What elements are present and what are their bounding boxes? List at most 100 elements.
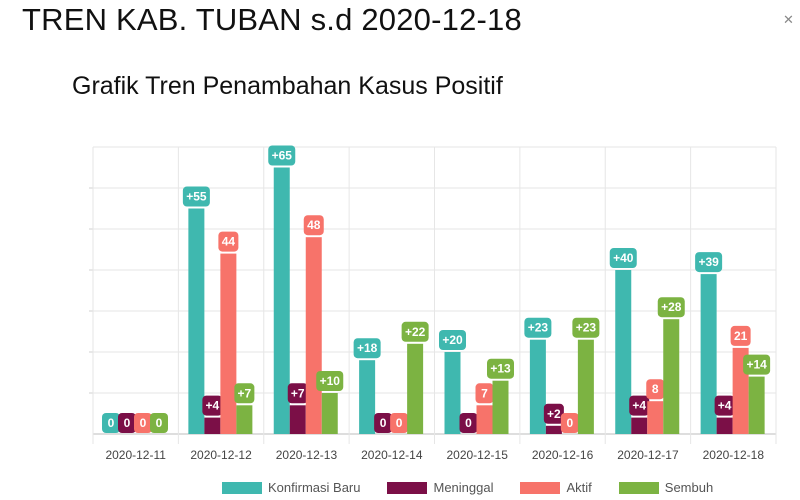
data-label-box <box>401 321 429 342</box>
data-label: 0 <box>124 416 131 430</box>
x-tick-label: 2020-12-16 <box>532 448 594 462</box>
bar-sembuh <box>236 405 253 434</box>
data-label-box <box>390 413 409 433</box>
bar-sembuh <box>321 393 338 434</box>
bar-konfirmasi-baru <box>700 274 717 434</box>
data-label-box <box>487 358 514 379</box>
data-label: +65 <box>272 149 293 163</box>
legend-swatch-meninggal <box>387 481 428 494</box>
data-label-box <box>374 413 393 433</box>
data-label-box <box>524 317 552 338</box>
data-label: +40 <box>613 251 634 265</box>
x-tick-label: 2020-12-11 <box>105 448 166 462</box>
data-label-box <box>202 395 223 416</box>
bar-meninggal <box>545 425 562 434</box>
legend-label-aktif: Aktif <box>566 480 592 495</box>
legend-item-meninggal[interactable]: Meninggal <box>387 480 493 495</box>
x-tick-label: 2020-12-18 <box>703 448 765 462</box>
legend-item-sembuh[interactable]: Sembuh <box>618 480 714 495</box>
data-label-box <box>234 383 255 404</box>
data-label-box <box>102 413 120 433</box>
data-label-box <box>560 413 579 433</box>
data-label-box <box>629 395 650 416</box>
legend-item-konfirmasi-baru[interactable]: Konfirmasi Baru <box>222 480 360 495</box>
legend-label-sembuh: Sembuh <box>664 480 714 495</box>
bar-meninggal <box>204 417 221 434</box>
data-label: 44 <box>222 235 236 249</box>
data-label: 8 <box>652 382 659 396</box>
data-label-box <box>459 413 478 433</box>
data-label: +4 <box>206 399 220 413</box>
data-label: +4 <box>718 399 732 413</box>
bar-konfirmasi-baru <box>359 360 376 434</box>
close-icon[interactable]: ✕ <box>783 12 794 27</box>
data-label: +7 <box>238 386 252 400</box>
data-label-box <box>609 248 637 268</box>
bar-meninggal <box>716 417 733 434</box>
bar-meninggal <box>631 417 648 434</box>
data-label: +10 <box>320 374 341 388</box>
legend-swatch-konfirmasi-baru <box>222 481 262 494</box>
data-label: 0 <box>140 416 147 430</box>
bar-chart: 2020-12-110 0 0 02020-12-12+55+444+72020-12… <box>89 145 777 462</box>
data-label-box <box>182 186 210 207</box>
data-label-box <box>150 413 168 433</box>
bar-aktif <box>305 237 322 434</box>
data-label: +39 <box>698 255 719 269</box>
bar-sembuh <box>663 319 680 434</box>
chart-legend: Konfirmasi Baru Meninggal Aktif Sembuh <box>222 480 740 495</box>
data-label-box <box>439 330 466 350</box>
bar-sembuh <box>748 376 765 434</box>
bar-konfirmasi-baru <box>273 167 290 434</box>
legend-swatch-aktif <box>520 481 561 494</box>
bar-meninggal <box>289 405 306 434</box>
data-label: +23 <box>528 321 549 335</box>
data-label: +7 <box>291 386 305 400</box>
bar-konfirmasi-baru <box>615 270 632 434</box>
data-label-box <box>218 231 239 252</box>
data-label: +2 <box>547 407 561 421</box>
data-label: +23 <box>576 321 597 335</box>
data-label: +4 <box>632 399 646 413</box>
data-label: 0 <box>567 416 574 430</box>
data-label: 0 <box>108 416 115 430</box>
bar-aktif <box>220 253 237 434</box>
data-label-box <box>353 338 381 359</box>
bar-sembuh <box>492 380 509 434</box>
page-title: TREN KAB. TUBAN s.d 2020-12-18 <box>22 2 522 37</box>
data-label: +14 <box>746 358 767 372</box>
data-label-box <box>743 354 771 375</box>
data-label-box <box>268 145 296 166</box>
x-tick-label: 2020-12-15 <box>446 448 508 462</box>
legend-label-konfirmasi-baru: Konfirmasi Baru <box>268 480 361 495</box>
data-label-box <box>695 252 723 273</box>
bar-aktif <box>476 405 493 434</box>
bar-konfirmasi-baru <box>444 352 461 434</box>
data-label-box <box>543 403 564 424</box>
data-label: +22 <box>405 325 426 339</box>
data-label-box <box>134 413 152 433</box>
data-label: 0 <box>380 416 387 430</box>
data-label: +55 <box>186 190 207 204</box>
legend-label-meninggal: Meninggal <box>433 480 494 495</box>
bar-konfirmasi-baru <box>188 208 205 434</box>
legend-swatch-sembuh <box>618 481 659 494</box>
data-label: 0 <box>465 416 472 430</box>
data-label: +28 <box>661 300 682 314</box>
data-label-box <box>572 317 600 338</box>
data-label: 0 <box>396 416 403 430</box>
data-label-box <box>475 383 494 404</box>
data-label-box <box>287 383 308 404</box>
data-label: 21 <box>734 329 748 343</box>
data-label: 48 <box>307 218 321 232</box>
data-label-box <box>646 379 665 400</box>
data-label: +20 <box>442 333 463 347</box>
x-tick-label: 2020-12-13 <box>276 448 338 462</box>
bar-sembuh <box>407 343 424 434</box>
x-tick-label: 2020-12-17 <box>617 448 679 462</box>
x-tick-label: 2020-12-14 <box>361 448 423 462</box>
bar-konfirmasi-baru <box>529 339 546 434</box>
data-label-box <box>303 215 324 236</box>
data-label: +13 <box>490 362 511 376</box>
legend-item-aktif[interactable]: Aktif <box>520 480 592 495</box>
